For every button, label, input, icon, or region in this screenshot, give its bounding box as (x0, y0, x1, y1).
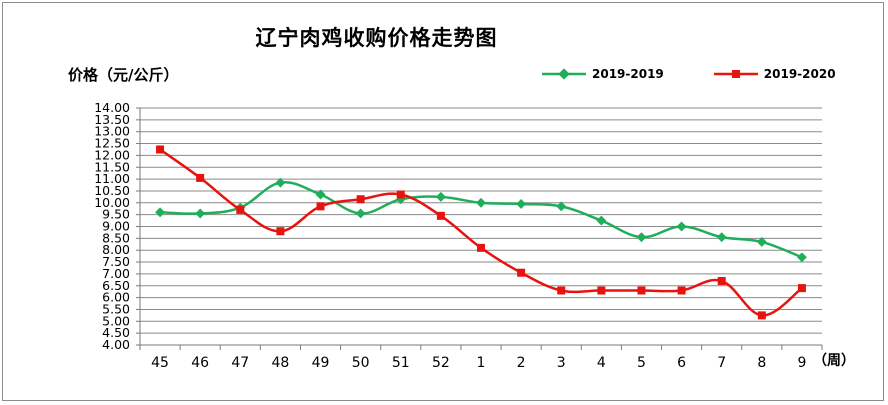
legend-label-series-2: 2019-2020 (763, 67, 836, 81)
x-tick-label: 3 (557, 355, 566, 371)
y-tick-label: 13.00 (94, 124, 130, 139)
x-axis-unit-label: （周） (813, 353, 855, 369)
series-1-point (556, 201, 567, 212)
x-tick-label: 45 (151, 355, 169, 371)
series-1-point (636, 232, 647, 243)
series-2-point (156, 145, 165, 154)
x-tick-label: 50 (352, 355, 370, 371)
series-2-point (196, 173, 205, 182)
series-2-point (557, 286, 566, 295)
series-2-point (797, 284, 806, 293)
series-2-point (677, 286, 686, 295)
series-1-point (195, 208, 206, 219)
legend: 2019-2019 2019-2020 (540, 66, 836, 82)
series-2-point (316, 202, 325, 211)
x-tick-label: 51 (392, 355, 410, 371)
y-tick-label: 10.50 (94, 183, 130, 198)
x-tick-label: 5 (637, 355, 646, 371)
y-tick-label: 5.50 (102, 301, 130, 316)
y-tick-label: 6.00 (102, 290, 130, 305)
series-2-point (356, 195, 365, 204)
x-tick-label: 49 (312, 355, 330, 371)
y-tick-label: 8.50 (102, 230, 130, 245)
series-1-point (596, 215, 607, 226)
series-1-point (716, 232, 727, 243)
series-2-point (436, 211, 445, 220)
series-2-point (637, 286, 646, 295)
y-tick-label: 5.00 (102, 313, 130, 328)
series-1-point (435, 191, 446, 202)
series-1-point (155, 207, 166, 218)
series-1-point (796, 252, 807, 263)
legend-item-series-2: 2019-2020 (712, 67, 836, 81)
series-2-point (477, 243, 485, 252)
series-1-point (516, 199, 527, 209)
x-tick-label: 6 (677, 355, 686, 371)
y-tick-label: 12.00 (94, 147, 130, 162)
chart-title: 辽宁肉鸡收购价格走势图 (255, 26, 498, 50)
y-tick-label: 13.50 (94, 112, 130, 127)
y-tick-label: 14.00 (94, 100, 130, 115)
legend-label-series-1: 2019-2019 (592, 67, 664, 81)
legend-item-series-1: 2019-2019 (540, 67, 664, 81)
y-tick-label: 12.50 (94, 136, 130, 151)
series-1-point (275, 177, 286, 188)
series-2-point (396, 190, 405, 199)
series-1-point (476, 197, 486, 208)
y-tick-label: 7.00 (102, 266, 130, 281)
series-1-point (756, 236, 767, 247)
series-1-point (676, 221, 687, 232)
series-2-point (276, 227, 285, 236)
y-tick-label: 4.50 (102, 325, 130, 340)
legend-swatch-series-2 (713, 70, 758, 78)
series-2-point (236, 205, 245, 214)
legend-swatch-series-1 (542, 68, 586, 80)
series-2-point (597, 286, 606, 295)
y-tick-label: 7.50 (102, 254, 130, 269)
x-tick-label: 47 (231, 355, 249, 371)
y-tick-label: 4.00 (102, 337, 130, 352)
x-tick-label: 4 (597, 355, 606, 371)
series-2-point (517, 268, 526, 277)
chart-frame (2, 2, 884, 401)
x-tick-label: 52 (432, 355, 450, 371)
y-tick-label: 8.00 (102, 242, 130, 257)
series-1-point (315, 189, 326, 200)
series-2-point (757, 311, 766, 320)
y-tick-label: 11.00 (94, 171, 130, 186)
x-tick-label: 1 (477, 355, 486, 371)
x-tick-label: 8 (757, 355, 766, 371)
series-1-point (355, 208, 366, 219)
y-tick-label: 6.50 (102, 278, 130, 293)
x-tick-label: 2 (517, 355, 526, 371)
y-tick-label: 11.50 (94, 159, 130, 174)
y-tick-label: 9.50 (102, 207, 130, 222)
x-tick-label: 7 (717, 355, 726, 371)
y-axis-label: 价格（元/公斤） (68, 66, 179, 84)
x-tick-label: 9 (797, 355, 806, 371)
x-tick-label: 48 (271, 355, 289, 371)
series-2-point (717, 277, 726, 286)
y-tick-label: 9.00 (102, 219, 130, 234)
x-tick-label: 46 (191, 355, 209, 371)
y-tick-label: 10.00 (94, 195, 130, 210)
